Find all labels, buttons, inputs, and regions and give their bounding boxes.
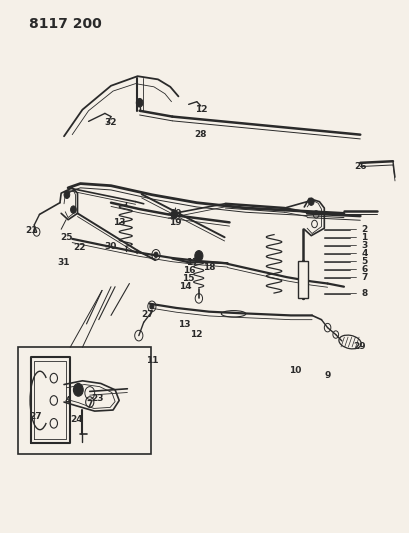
Text: 3: 3 (360, 241, 366, 250)
Text: 12: 12 (194, 105, 207, 114)
Text: 9: 9 (324, 371, 330, 380)
Text: 10: 10 (288, 366, 300, 375)
Bar (18, 348, 151, 454)
Text: 7: 7 (360, 273, 366, 281)
Text: 20: 20 (169, 209, 181, 218)
Text: 13: 13 (112, 219, 125, 228)
Text: 4: 4 (65, 396, 71, 405)
Text: 25: 25 (60, 233, 72, 242)
Text: 12: 12 (189, 330, 202, 339)
Text: 29: 29 (352, 342, 365, 351)
Text: 28: 28 (194, 130, 207, 139)
Text: 4: 4 (360, 249, 366, 258)
Text: 24: 24 (70, 415, 82, 424)
Text: 23: 23 (92, 394, 104, 403)
Text: 2: 2 (360, 225, 366, 234)
Text: 8: 8 (360, 288, 366, 297)
Text: 1: 1 (360, 233, 366, 242)
Text: 27: 27 (29, 412, 42, 421)
Text: 8117 200: 8117 200 (29, 17, 102, 30)
Text: 5: 5 (360, 257, 366, 265)
Circle shape (73, 383, 83, 396)
Circle shape (308, 198, 313, 205)
Circle shape (153, 252, 157, 257)
Text: 11: 11 (145, 356, 158, 365)
Text: 19: 19 (169, 219, 182, 228)
Text: 30: 30 (104, 242, 116, 251)
Circle shape (171, 210, 177, 219)
Circle shape (136, 99, 143, 107)
Circle shape (194, 251, 202, 261)
Circle shape (70, 206, 76, 213)
Text: 26: 26 (353, 162, 366, 171)
Text: 7: 7 (86, 400, 93, 409)
Text: 16: 16 (183, 266, 195, 274)
Text: 17: 17 (186, 258, 198, 266)
Text: 6: 6 (360, 265, 366, 273)
Text: 13: 13 (178, 320, 190, 329)
Bar (297, 261, 307, 298)
Text: 22: 22 (73, 244, 85, 253)
Text: 14: 14 (179, 281, 191, 290)
Text: 21: 21 (25, 227, 38, 236)
Text: 32: 32 (105, 118, 117, 127)
Text: 31: 31 (58, 258, 70, 266)
Text: 27: 27 (141, 310, 154, 319)
Text: 18: 18 (202, 263, 215, 272)
Circle shape (149, 304, 153, 309)
Text: 15: 15 (181, 273, 193, 282)
Circle shape (64, 191, 70, 198)
